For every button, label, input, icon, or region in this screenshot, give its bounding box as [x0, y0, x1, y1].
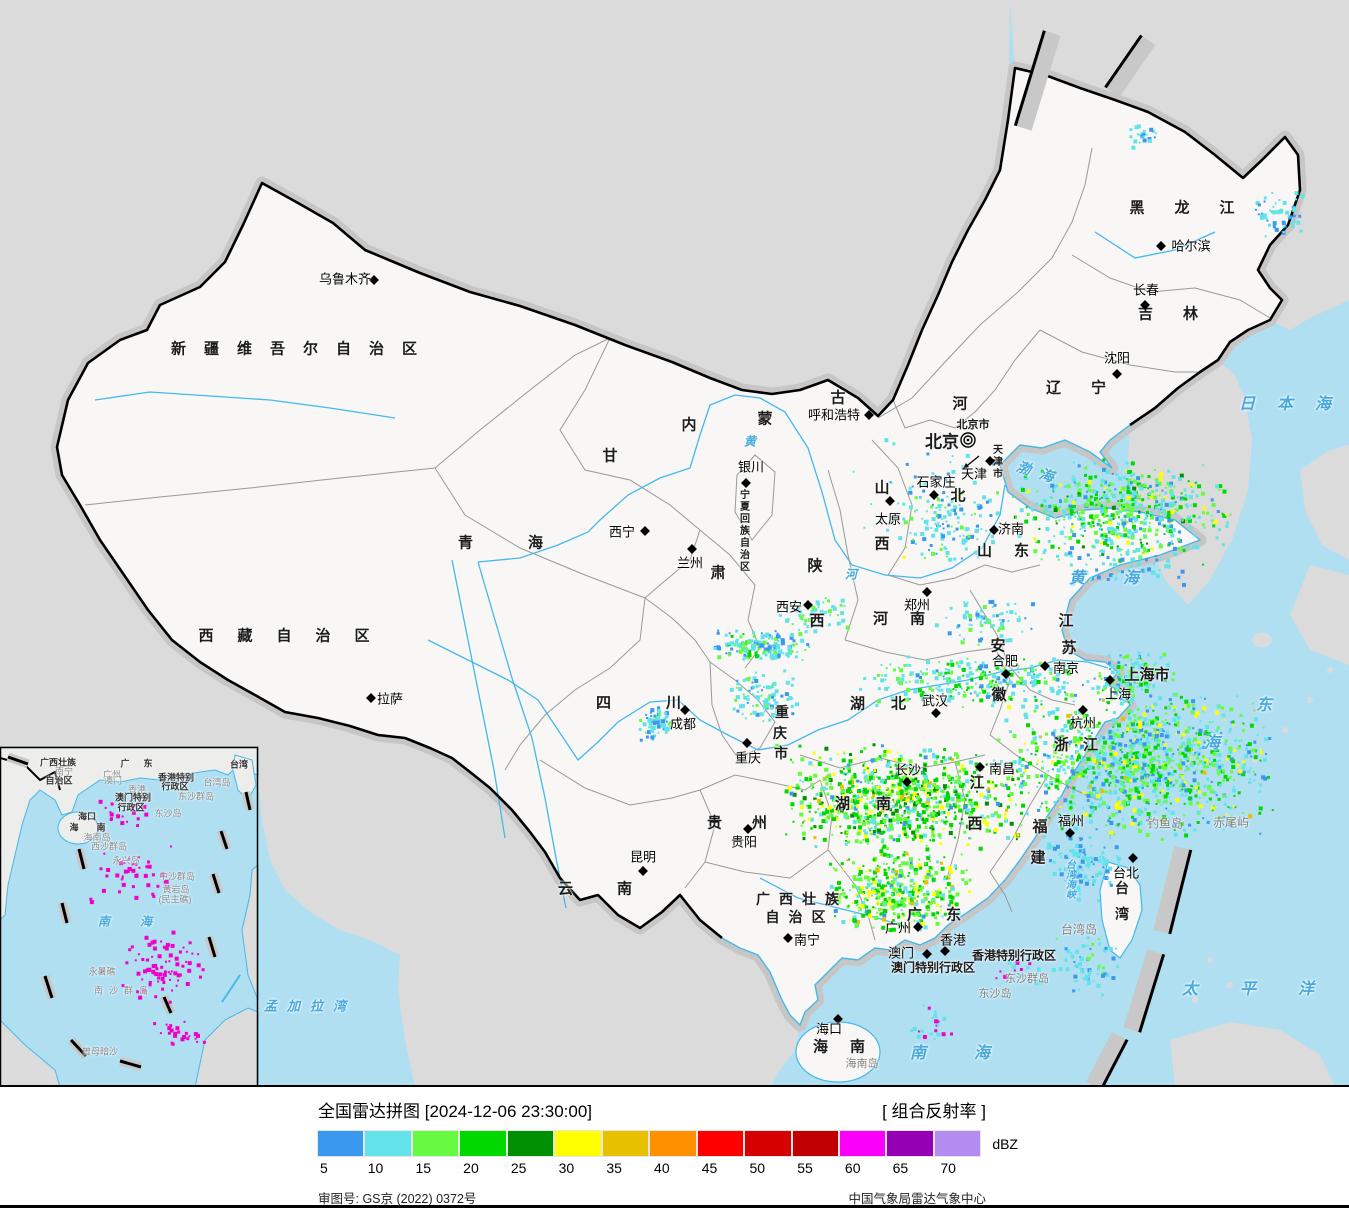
scale-swatch-15 — [412, 1131, 459, 1156]
hainan-island — [795, 1021, 881, 1083]
scale-swatch-70 — [934, 1131, 981, 1156]
yellow-river — [477, 394, 1006, 579]
scale-tick-25: 25 — [510, 1160, 527, 1176]
scale-swatch-40 — [650, 1131, 696, 1156]
land-russia-ne — [1010, 0, 1349, 330]
color-scale-ticks: 5 10 15 20 25 30 35 40 45 50 55 60 65 70 — [318, 1160, 986, 1176]
national-border — [55, 66, 1302, 940]
land-philippines — [1170, 1022, 1335, 1087]
map-break-bars — [1013, 30, 1193, 1087]
credit: 中国气象局雷达气象中心 — [848, 1192, 986, 1206]
legend-panel: 全国雷达拼图 [2024-12-06 23:30:00] [ 组合反射率 ] d… — [318, 1097, 1018, 1207]
scale-tick-60: 60 — [844, 1160, 861, 1176]
scale-tick-10: 10 — [367, 1160, 384, 1176]
page-bottom-frame — [0, 1205, 1349, 1208]
scale-swatch-55 — [792, 1131, 838, 1156]
scale-swatch-60 — [839, 1131, 886, 1156]
nine-dash-line — [6, 752, 255, 1072]
coastline — [721, 424, 1202, 1027]
approval-number: 审图号: GS京 (2022) 0372号 — [318, 1192, 477, 1206]
tianjin-arrow — [962, 455, 980, 470]
china-mainland — [57, 68, 1300, 1025]
scale-tick-70: 70 — [940, 1160, 956, 1176]
scale-swatch-10 — [365, 1131, 411, 1156]
legend-unit: dBZ — [992, 1135, 1018, 1152]
land-jeju — [1252, 633, 1272, 647]
scale-tick-30: 30 — [558, 1160, 575, 1176]
scale-tick-65: 65 — [892, 1160, 909, 1176]
scale-tick-20: 20 — [463, 1160, 479, 1176]
scale-tick-5: 5 — [320, 1160, 328, 1176]
land-japan-2 — [1290, 565, 1349, 665]
map-bottom-frame — [0, 1085, 1349, 1087]
land-japan-1 — [1300, 445, 1349, 560]
scale-tick-15: 15 — [415, 1160, 432, 1176]
land-eurasia — [0, 0, 1010, 1087]
scale-swatch-5 — [318, 1131, 364, 1156]
legend-title: 全国雷达拼图 [2024-12-06 23:30:00] — [318, 1102, 593, 1121]
scale-swatch-65 — [887, 1131, 933, 1156]
china-radar-map — [0, 0, 1349, 1087]
scale-swatch-45 — [697, 1131, 744, 1156]
scale-swatch-30 — [555, 1131, 601, 1156]
scale-tick-40: 40 — [654, 1160, 670, 1176]
south-china-sea-inset — [0, 746, 259, 1087]
radar-echo-layer — [89, 124, 1305, 1046]
scale-tick-45: 45 — [701, 1160, 718, 1176]
scale-tick-35: 35 — [606, 1160, 622, 1176]
capital-symbol — [960, 432, 976, 448]
scale-swatch-20 — [460, 1131, 506, 1156]
scale-swatch-35 — [602, 1131, 649, 1156]
scale-tick-55: 55 — [797, 1160, 813, 1176]
scale-swatch-25 — [507, 1131, 554, 1156]
scale-swatch-50 — [745, 1131, 791, 1156]
legend-product: [ 组合反射率 ] — [882, 1102, 986, 1121]
color-scale-bar — [318, 1131, 982, 1156]
scale-tick-50: 50 — [749, 1160, 766, 1176]
